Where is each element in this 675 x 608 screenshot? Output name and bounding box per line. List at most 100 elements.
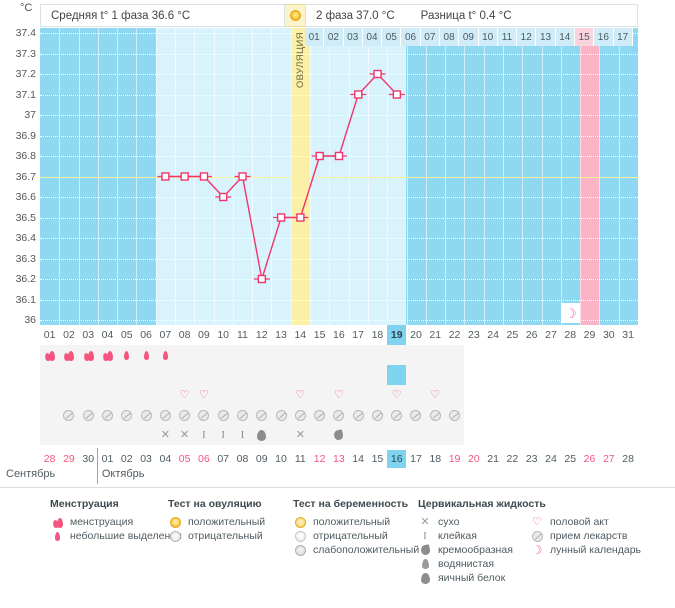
cycle-day-cell[interactable]: 26: [525, 329, 538, 341]
date-cell[interactable]: 11: [294, 453, 306, 465]
symbol-cell-intercourse[interactable]: [348, 385, 368, 405]
symbol-cell-menstruation[interactable]: [155, 345, 175, 365]
date-cell[interactable]: 08: [236, 453, 249, 465]
date-cell[interactable]: 12: [313, 453, 326, 465]
symbol-cell-cervical-fluid[interactable]: [425, 425, 445, 445]
temperature-point[interactable]: [257, 274, 267, 284]
date-cell[interactable]: 18: [429, 453, 442, 465]
symbol-cell-menstruation[interactable]: [618, 345, 637, 365]
symbol-cell-cervical-fluid[interactable]: ✕: [290, 425, 310, 445]
cycle-day-cell[interactable]: 23: [467, 329, 480, 341]
phase2-day-cell[interactable]: 02: [324, 28, 344, 46]
symbol-cell-medication[interactable]: [117, 405, 137, 425]
symbol-cell-medication[interactable]: [561, 405, 580, 425]
temperature-point[interactable]: [180, 172, 189, 181]
symbol-cell-cervical-fluid[interactable]: [618, 425, 637, 445]
cycle-day-cell[interactable]: 04: [101, 329, 114, 341]
symbol-cell-tests[interactable]: [117, 365, 137, 385]
symbol-cell-menstruation[interactable]: [290, 345, 310, 365]
phase2-day-cell[interactable]: 17: [613, 28, 633, 46]
symbol-cell-menstruation[interactable]: [78, 345, 98, 365]
symbol-cell-cervical-fluid[interactable]: [59, 425, 79, 445]
symbol-cell-medication[interactable]: [155, 405, 175, 425]
symbol-cell-medication[interactable]: [136, 405, 156, 425]
symbol-cell-cervical-fluid[interactable]: [522, 425, 541, 445]
symbol-cell-cervical-fluid[interactable]: [406, 425, 426, 445]
symbol-cell-menstruation[interactable]: [271, 345, 291, 365]
symbol-cell-medication[interactable]: [78, 405, 98, 425]
date-cell[interactable]: 03: [140, 453, 152, 465]
cycle-day-cell[interactable]: 08: [178, 329, 191, 341]
phase2-day-cell[interactable]: 13: [536, 28, 556, 46]
temperature-point[interactable]: [354, 90, 363, 99]
symbol-cell-tests[interactable]: [561, 365, 580, 385]
symbol-cell-cervical-fluid[interactable]: [97, 425, 118, 445]
symbol-cell-medication[interactable]: [425, 405, 445, 425]
symbol-cell-menstruation[interactable]: [406, 345, 426, 365]
date-cell[interactable]: 15: [371, 453, 384, 465]
symbol-cell-medication[interactable]: [599, 405, 618, 425]
symbol-cell-medication[interactable]: [194, 405, 214, 425]
symbol-cell-medication[interactable]: [252, 405, 272, 425]
symbol-cell-cervical-fluid[interactable]: [541, 425, 560, 445]
cycle-day-cell[interactable]: 13: [275, 329, 287, 341]
temperature-point[interactable]: [296, 213, 305, 222]
date-cell[interactable]: 27: [602, 453, 615, 465]
cycle-day-cell[interactable]: 21: [429, 329, 442, 341]
symbol-cell-intercourse[interactable]: [580, 385, 599, 405]
symbol-cell-tests[interactable]: [232, 365, 253, 385]
symbol-cell-menstruation[interactable]: [59, 345, 79, 365]
symbol-cell-menstruation[interactable]: [367, 345, 388, 365]
phase2-day-cell[interactable]: 16: [594, 28, 614, 46]
cycle-day-cell[interactable]: 18: [371, 329, 384, 341]
symbol-cell-intercourse[interactable]: [541, 385, 560, 405]
cycle-day-cell[interactable]: 07: [159, 329, 172, 341]
symbol-cell-intercourse[interactable]: [406, 385, 426, 405]
symbol-cell-menstruation[interactable]: [252, 345, 272, 365]
symbol-cell-tests[interactable]: [194, 365, 214, 385]
symbol-cell-medication[interactable]: [464, 405, 483, 425]
date-cell[interactable]: 30: [82, 453, 95, 465]
symbol-cell-menstruation[interactable]: [174, 345, 195, 365]
symbol-cell-tests[interactable]: [329, 365, 349, 385]
date-cell[interactable]: 20: [467, 453, 480, 465]
temperature-point[interactable]: [315, 151, 324, 161]
cycle-day-cell[interactable]: 10: [217, 329, 230, 341]
symbol-cell-tests[interactable]: [213, 365, 233, 385]
symbol-cell-tests[interactable]: [174, 365, 195, 385]
symbol-cell-medication[interactable]: [40, 405, 60, 425]
symbol-cell-medication[interactable]: [348, 405, 368, 425]
symbol-cell-cervical-fluid[interactable]: I: [213, 425, 233, 445]
cycle-day-cell[interactable]: 16: [333, 329, 345, 341]
symbol-cell-intercourse[interactable]: ♡: [329, 385, 349, 405]
cycle-day-cell[interactable]: 14: [294, 329, 307, 341]
symbol-cell-intercourse[interactable]: [561, 385, 580, 405]
symbol-cell-intercourse[interactable]: [97, 385, 118, 405]
symbol-cell-intercourse[interactable]: [117, 385, 137, 405]
symbol-cell-cervical-fluid[interactable]: [40, 425, 60, 445]
symbol-cell-medication[interactable]: [309, 405, 330, 425]
symbol-cell-intercourse[interactable]: [464, 385, 483, 405]
symbol-cell-intercourse[interactable]: ♡: [425, 385, 445, 405]
symbol-cell-medication[interactable]: [213, 405, 233, 425]
cycle-day-cell[interactable]: 31: [622, 329, 634, 341]
symbol-cell-intercourse[interactable]: [599, 385, 618, 405]
symbol-cell-menstruation[interactable]: [232, 345, 253, 365]
date-cell[interactable]: 05: [178, 453, 191, 465]
symbol-cell-tests[interactable]: [387, 365, 407, 385]
symbol-cell-intercourse[interactable]: [309, 385, 330, 405]
symbol-cell-cervical-fluid[interactable]: [271, 425, 291, 445]
date-cell[interactable]: 22: [506, 453, 519, 465]
symbol-cell-tests[interactable]: [444, 365, 465, 385]
symbol-cell-cervical-fluid[interactable]: [367, 425, 388, 445]
date-cell[interactable]: 02: [120, 453, 133, 465]
symbol-cell-medication[interactable]: [329, 405, 349, 425]
symbol-cell-tests[interactable]: [271, 365, 291, 385]
cycle-day-cell[interactable]: 12: [255, 329, 268, 341]
symbol-cell-tests[interactable]: [541, 365, 560, 385]
symbol-cell-intercourse[interactable]: [503, 385, 522, 405]
symbol-cell-medication[interactable]: [503, 405, 522, 425]
date-cell[interactable]: 28: [622, 453, 634, 465]
phase2-average-box[interactable]: 2 фаза 37.0 °C Разница t° 0.4 °C: [305, 4, 638, 27]
chart-plot-area[interactable]: ОВУЛЯЦИЯ ☽: [40, 28, 638, 325]
